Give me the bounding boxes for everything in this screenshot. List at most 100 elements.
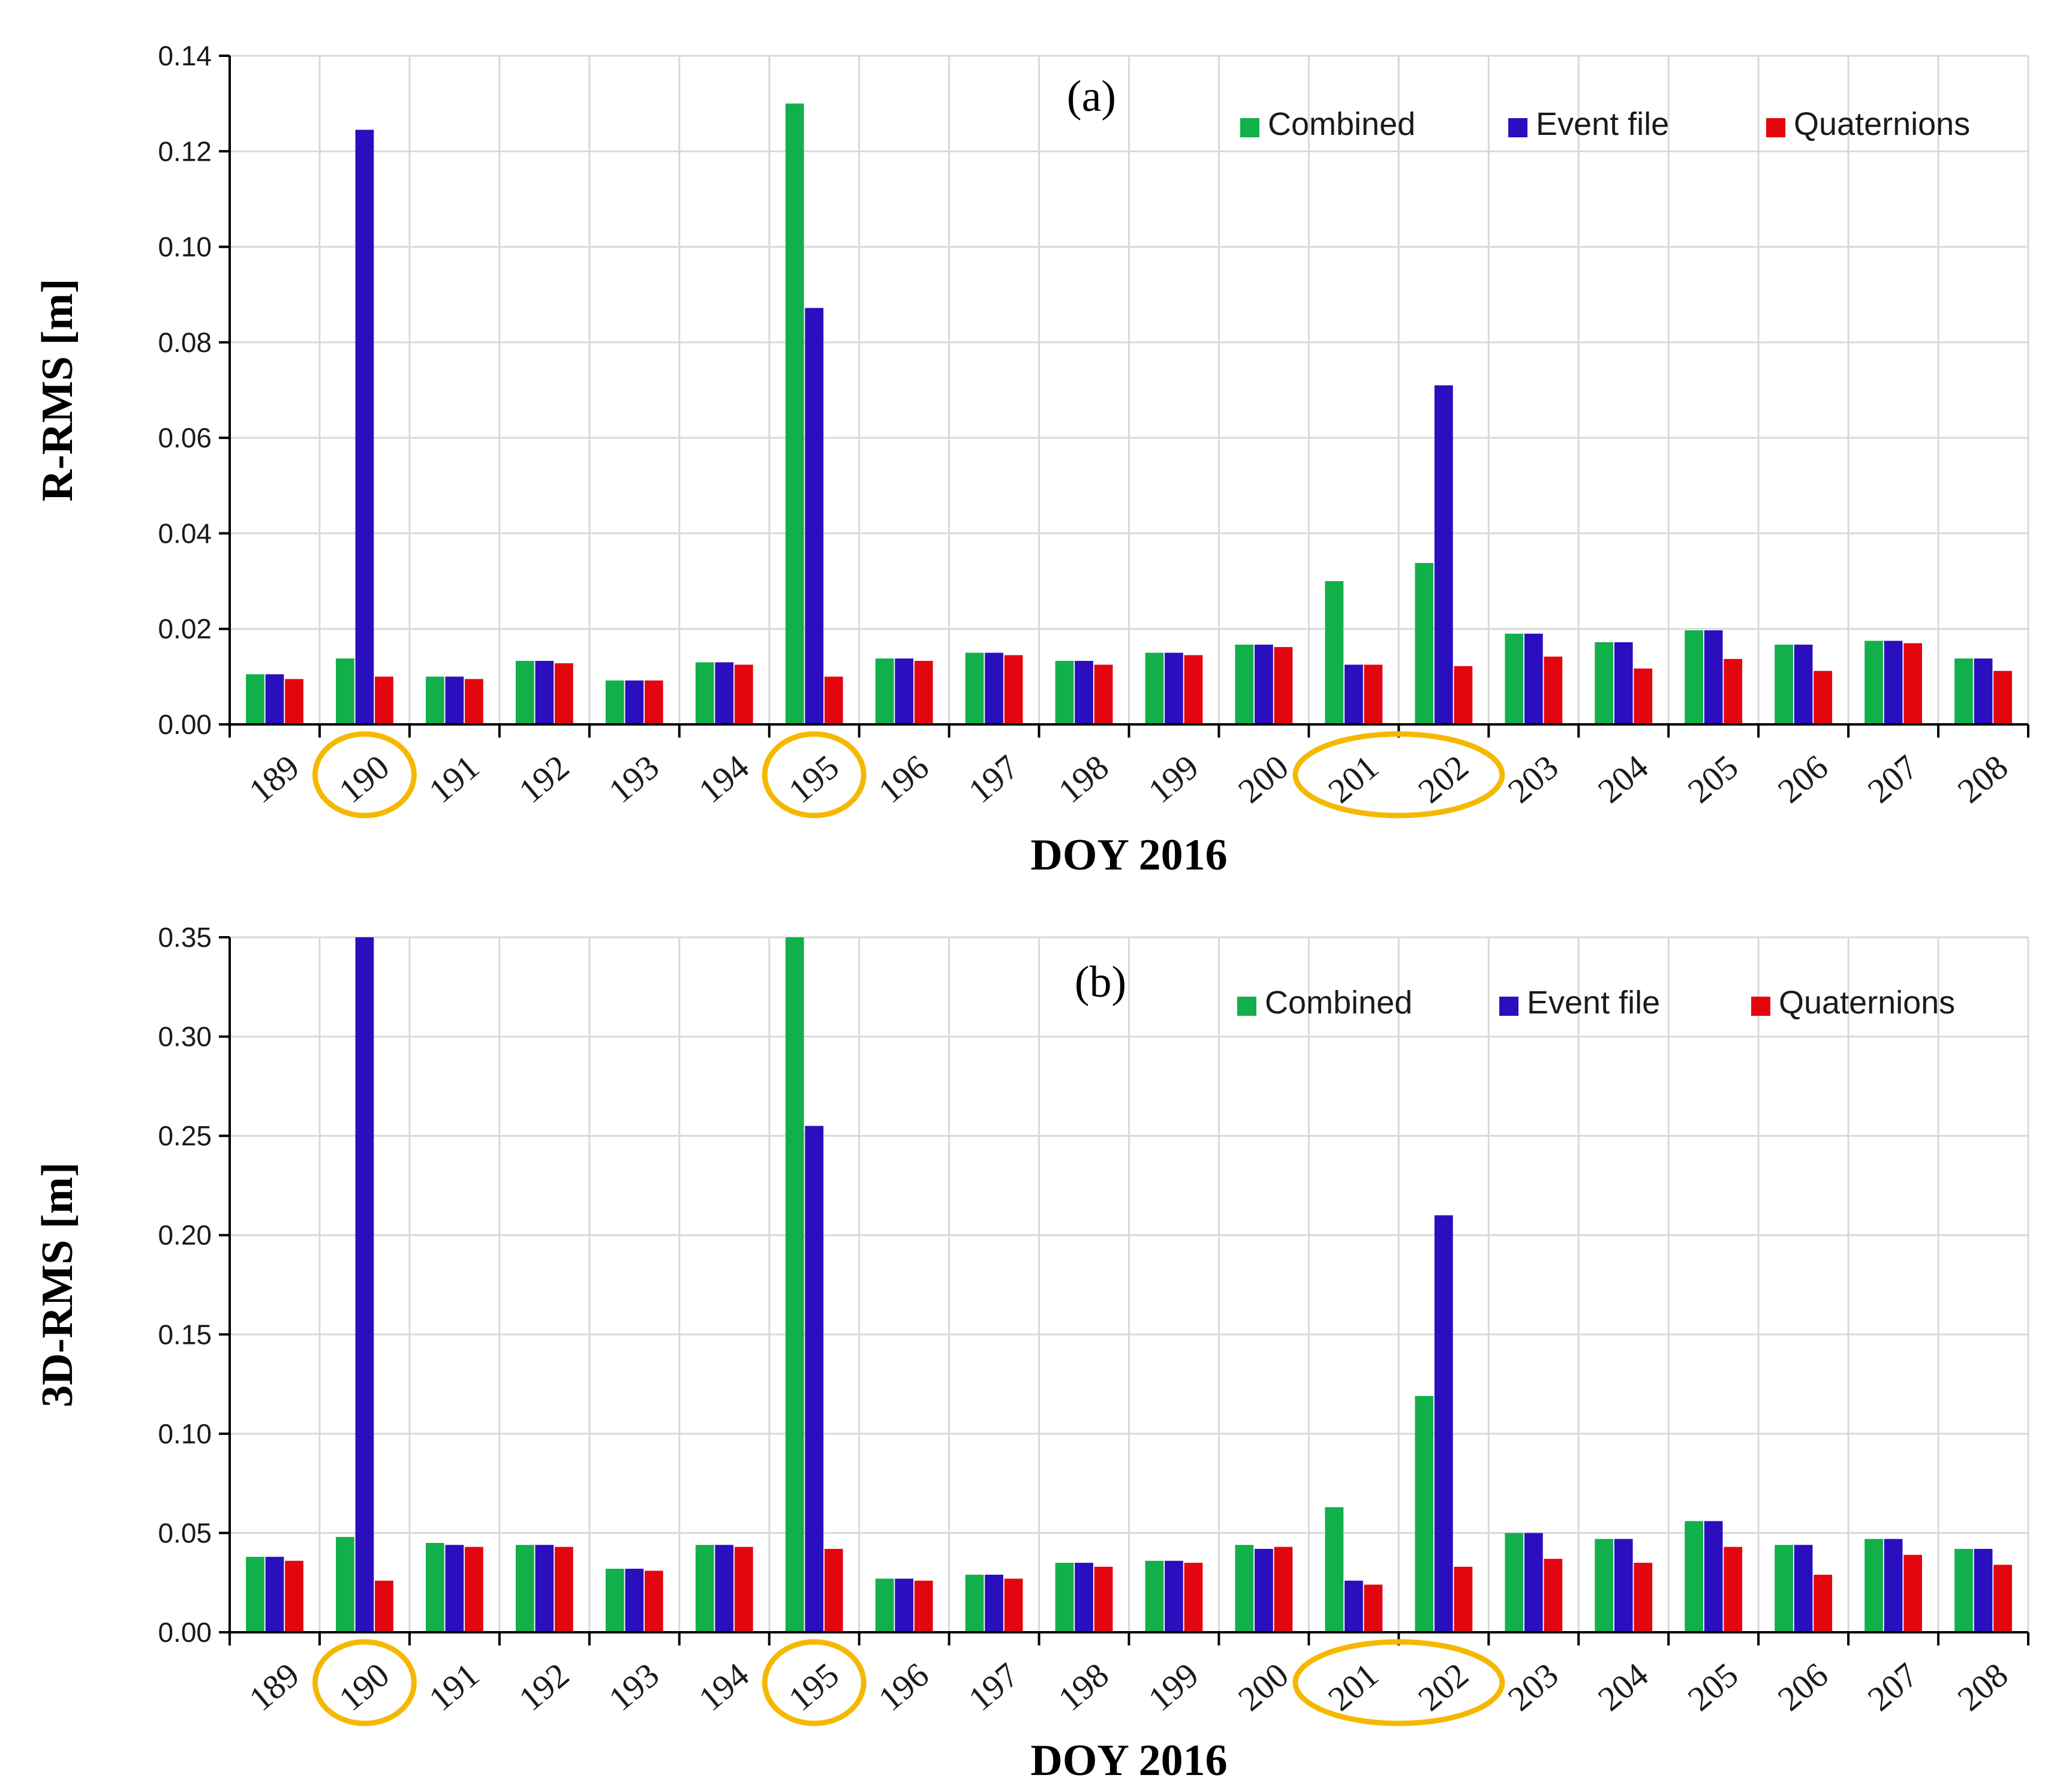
bar-quaternions-207 [1903, 1554, 1922, 1632]
bar-event-file-197 [985, 652, 1003, 724]
y-tick-label: 0.14 [158, 40, 212, 71]
panel-label: (b) [1075, 958, 1126, 1007]
bar-combined-190 [336, 1537, 354, 1632]
bar-event-file-201 [1345, 664, 1363, 724]
bar-event-file-189 [265, 674, 284, 724]
bar-quaternions-202 [1454, 666, 1473, 724]
y-tick-label: 0.05 [158, 1517, 212, 1548]
bar-event-file-190 [355, 937, 374, 1632]
bar-combined-206 [1775, 644, 1793, 724]
y-axis-label: 3D-RMS [m] [33, 1162, 82, 1407]
x-tick-label-191: 191 [422, 747, 486, 811]
highlight-ellipse-195 [762, 731, 867, 819]
bar-quaternions-196 [914, 1580, 933, 1632]
bar-event-file-205 [1704, 630, 1723, 724]
bar-combined-192 [515, 661, 534, 724]
bar-event-file-201 [1345, 1580, 1363, 1632]
bar-combined-196 [875, 658, 894, 724]
bar-event-file-200 [1255, 1548, 1273, 1632]
bar-event-file-199 [1165, 1560, 1183, 1632]
bar-quaternions-195 [824, 1548, 843, 1632]
bar-combined-207 [1865, 640, 1883, 724]
highlight-ellipse-195 [762, 1639, 867, 1726]
x-tick-label-205: 205 [1680, 747, 1745, 811]
bar-quaternions-193 [644, 680, 663, 724]
bar-quaternions-198 [1094, 1566, 1113, 1632]
bar-combined-203 [1505, 1533, 1524, 1632]
bar-quaternions-190 [375, 676, 393, 724]
bar-combined-196 [875, 1578, 894, 1632]
x-tick-label-194: 194 [691, 1655, 756, 1719]
x-tick-label-207: 207 [1860, 1655, 1925, 1719]
x-tick-label-195: 195 [781, 747, 846, 811]
x-tick-label-193: 193 [602, 747, 666, 811]
x-tick-label-189: 189 [242, 747, 306, 811]
bar-combined-202 [1415, 562, 1434, 724]
bar-event-file-198 [1075, 661, 1093, 724]
bar-quaternions-200 [1274, 646, 1293, 724]
legend-label-quaternions: Quaternions [1794, 106, 1970, 142]
x-tick-label-194: 194 [691, 747, 756, 811]
x-tick-label-193: 193 [602, 1655, 666, 1719]
y-tick-label: 0.30 [158, 1021, 212, 1052]
bar-combined-194 [695, 1545, 714, 1632]
x-axis-label: DOY 2016 [1030, 1736, 1227, 1784]
bar-quaternions-189 [285, 679, 303, 724]
bar-quaternions-201 [1364, 664, 1383, 724]
y-tick-label: 0.10 [158, 231, 212, 263]
x-tick-label-198: 198 [1051, 747, 1115, 811]
x-tick-label-192: 192 [512, 747, 576, 811]
legend-swatch-combined [1237, 997, 1256, 1016]
legend-swatch-event-file [1499, 997, 1518, 1016]
bar-quaternions-202 [1454, 1566, 1473, 1632]
bar-event-file-203 [1524, 1533, 1543, 1632]
legend-swatch-combined [1240, 118, 1259, 137]
x-tick-label-196: 196 [871, 1655, 936, 1719]
x-tick-label-201: 201 [1321, 747, 1385, 811]
panel-b-chart: 0.00 0.05 0.10 0.15 0.20 0.25 0.30 0.35 189 190 19… [33, 922, 2029, 1784]
y-tick-label: 0.15 [158, 1319, 212, 1350]
bar-event-file-189 [265, 1557, 284, 1632]
bar-combined-206 [1775, 1545, 1793, 1632]
x-tick-label-199: 199 [1141, 1655, 1205, 1719]
bar-combined-200 [1235, 644, 1254, 724]
bar-quaternions-191 [465, 1547, 483, 1632]
x-tick-label-202: 202 [1411, 1655, 1475, 1719]
bar-event-file-195 [805, 1126, 824, 1632]
x-tick-label-203: 203 [1500, 747, 1565, 811]
x-tick-label-206: 206 [1770, 1655, 1835, 1719]
bar-quaternions-198 [1094, 664, 1113, 724]
bar-event-file-206 [1794, 644, 1813, 724]
bar-event-file-204 [1614, 642, 1633, 724]
x-axis-label: DOY 2016 [1030, 831, 1227, 880]
legend-label-event-file: Event file [1527, 985, 1660, 1021]
bar-event-file-192 [535, 1545, 554, 1632]
bar-combined-205 [1685, 1521, 1704, 1632]
bar-combined-204 [1595, 642, 1614, 724]
bar-combined-192 [515, 1545, 534, 1632]
bar-event-file-205 [1704, 1521, 1723, 1632]
bar-quaternions-195 [824, 676, 843, 724]
x-tick-label-197: 197 [961, 1655, 1026, 1719]
x-tick-label-198: 198 [1051, 1655, 1115, 1719]
bar-event-file-208 [1974, 658, 1993, 724]
x-tick-label-204: 204 [1590, 1655, 1655, 1719]
y-tick-label: 0.00 [158, 1617, 212, 1648]
x-tick-label-189: 189 [242, 1655, 306, 1719]
x-tick-label-195: 195 [781, 1655, 846, 1719]
x-tick-label-191: 191 [422, 1655, 486, 1719]
bar-combined-193 [605, 680, 624, 724]
bar-quaternions-206 [1814, 1574, 1833, 1632]
bar-event-file-202 [1434, 1215, 1453, 1632]
bar-event-file-196 [895, 658, 913, 724]
bar-event-file-207 [1884, 1539, 1903, 1632]
legend-label-combined: Combined [1268, 106, 1415, 142]
panel-a-chart: 0.00 0.02 0.04 0.06 0.08 0.10 0.12 0.14 189 190 19… [33, 40, 2029, 880]
bar-quaternions-207 [1903, 643, 1922, 724]
x-tick-label-201: 201 [1321, 1655, 1385, 1719]
bar-combined-199 [1145, 652, 1164, 724]
legend-label-event-file: Event file [1536, 106, 1669, 142]
y-tick-label: 0.08 [158, 327, 212, 358]
bar-combined-193 [605, 1569, 624, 1632]
